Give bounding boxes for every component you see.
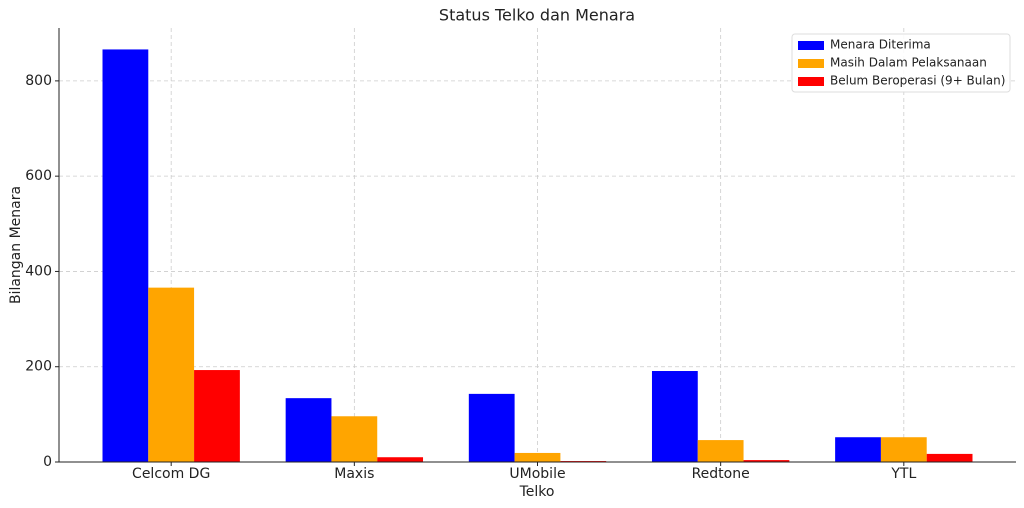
x-tick-label: Maxis bbox=[334, 466, 374, 482]
bar bbox=[880, 437, 927, 462]
legend-swatch bbox=[798, 59, 824, 68]
y-tick-label: 400 bbox=[25, 263, 52, 279]
legend-label: Belum Beroperasi (9+ Bulan) bbox=[830, 74, 1005, 88]
y-tick-label: 800 bbox=[25, 73, 52, 89]
bar bbox=[514, 452, 561, 462]
x-tick-label: Redtone bbox=[692, 466, 750, 482]
y-axis-label: Bilangan Menara bbox=[8, 186, 24, 304]
legend-box bbox=[791, 33, 1011, 93]
bar bbox=[835, 437, 881, 462]
y-tick-label: 0 bbox=[43, 454, 52, 470]
bar bbox=[285, 398, 332, 462]
bars bbox=[102, 49, 973, 462]
legend-swatch bbox=[798, 77, 824, 86]
y-tick-label: 600 bbox=[25, 168, 52, 184]
bar bbox=[697, 440, 744, 462]
bar bbox=[331, 416, 378, 462]
x-tick-label: UMobile bbox=[509, 466, 565, 482]
legend-label: Masih Dalam Pelaksanaan bbox=[830, 56, 987, 70]
x-axis-label: Telko bbox=[519, 484, 555, 500]
x-tick-label: Celcom DG bbox=[132, 466, 210, 482]
bar bbox=[743, 460, 790, 462]
x-tick-label: YTL bbox=[890, 466, 916, 482]
chart-title: Status Telko dan Menara bbox=[439, 6, 635, 25]
legend-swatch bbox=[798, 41, 824, 50]
bar bbox=[194, 370, 240, 462]
bar bbox=[148, 287, 195, 462]
y-tick-label: 200 bbox=[25, 359, 52, 375]
bar bbox=[926, 453, 973, 462]
bar bbox=[651, 371, 698, 462]
bar bbox=[377, 457, 424, 462]
legend-label: Menara Diterima bbox=[830, 38, 931, 52]
bar bbox=[468, 393, 515, 462]
bar bbox=[102, 49, 149, 462]
legend: Menara Diterima Masih Dalam Pelaksanaan Be… bbox=[791, 33, 1011, 93]
